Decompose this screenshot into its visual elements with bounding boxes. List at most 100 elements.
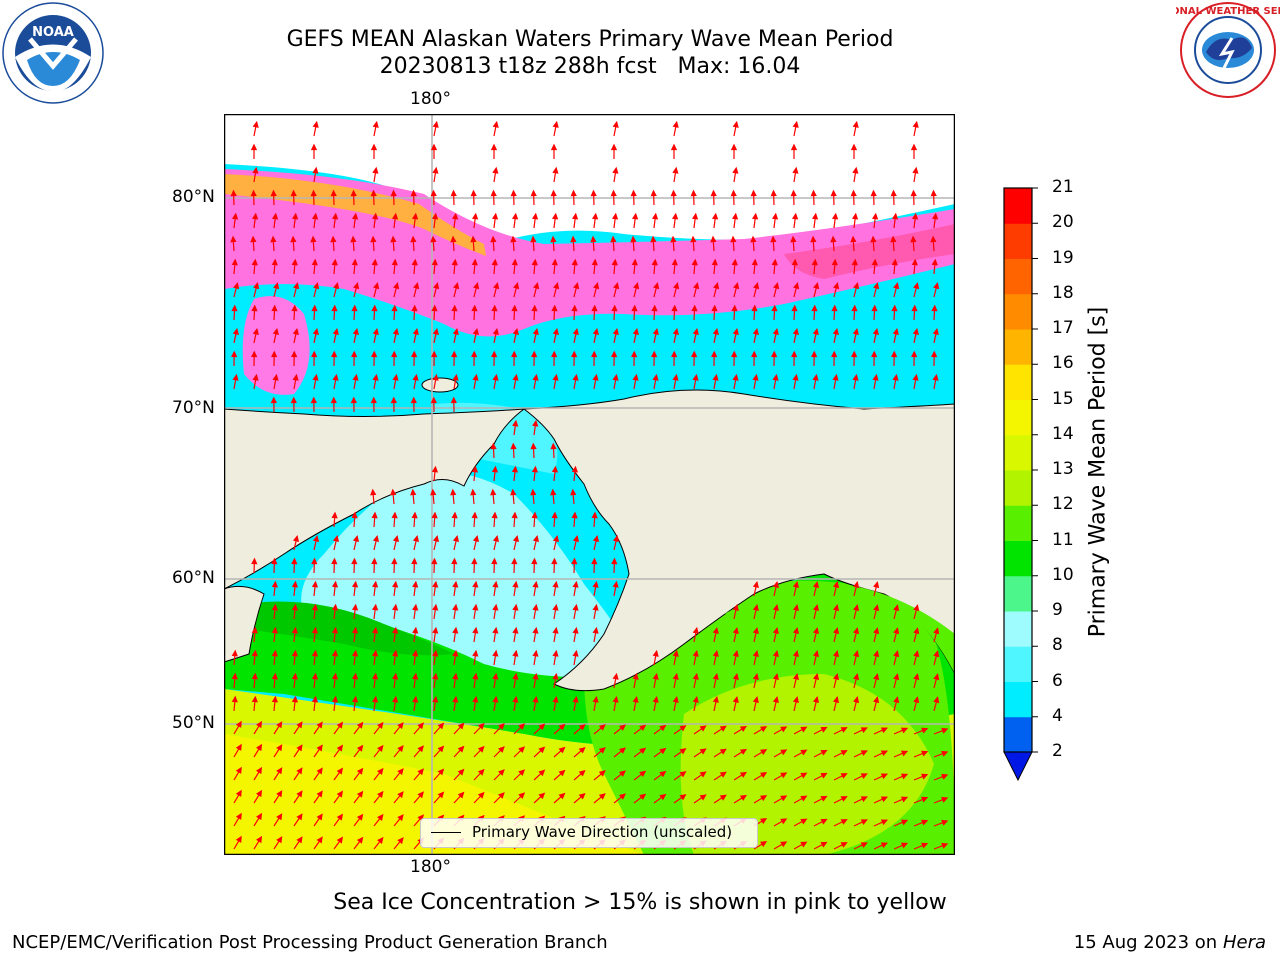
- wave-arrow-head: [553, 282, 560, 290]
- wave-arrow-head: [371, 350, 378, 358]
- wave-arrow-head: [450, 488, 457, 496]
- wave-arrow-head: [251, 212, 259, 220]
- wave-arrow-head: [351, 626, 359, 634]
- wave-arrow-head: [391, 511, 398, 519]
- wave-arrow-head: [941, 727, 949, 734]
- wave-arrow-head: [833, 604, 840, 612]
- wave-period-map: [224, 114, 955, 855]
- wave-arrow-head: [921, 796, 929, 803]
- wave-arrow-head: [900, 773, 909, 780]
- wave-arrow-head: [941, 773, 949, 780]
- wave-arrow-head: [430, 189, 437, 197]
- wave-arrow-head: [252, 166, 259, 174]
- wave-arrow-head: [391, 557, 398, 565]
- wave-arrow-head: [437, 722, 445, 730]
- wave-arrow-head: [900, 796, 909, 803]
- wave-arrow-head: [391, 350, 398, 358]
- wave-arrow-head: [457, 791, 465, 799]
- wave-arrow-head: [472, 649, 479, 657]
- kamchatka-land: [224, 585, 265, 663]
- wave-arrow-head: [890, 189, 897, 197]
- wave-arrow-head: [712, 695, 719, 703]
- wave-arrow-head: [371, 557, 378, 565]
- wave-arrow-head: [412, 373, 419, 381]
- wave-arrow-head: [331, 603, 339, 611]
- wave-arrow-head: [850, 235, 857, 243]
- wave-arrow-head: [932, 373, 939, 381]
- wave-arrow-head: [933, 673, 940, 681]
- wave-arrow-head: [632, 327, 639, 335]
- wave-arrow-head: [351, 580, 359, 588]
- wave-arrow-head: [550, 189, 557, 197]
- wave-arrow-head: [296, 790, 303, 798]
- wave-arrow-head: [471, 557, 478, 565]
- wave-arrow-head: [639, 747, 647, 755]
- wave-arrow-head: [276, 813, 283, 821]
- wave-arrow-head: [830, 235, 837, 243]
- wave-arrow-head: [492, 603, 499, 611]
- wave-arrow-head: [772, 580, 779, 588]
- wave-arrow-head: [437, 745, 445, 753]
- wave-arrow-head: [853, 581, 860, 589]
- wave-arrow-head: [498, 792, 505, 799]
- wave-arrow-head: [711, 350, 718, 358]
- wave-arrow-head: [292, 373, 299, 381]
- wave-arrow-head: [732, 166, 739, 174]
- wave-arrow-head: [432, 120, 439, 128]
- wave-arrow-head: [251, 626, 258, 634]
- wave-arrow-head: [531, 465, 539, 473]
- wave-arrow-head: [231, 258, 238, 266]
- wave-arrow-head: [672, 327, 679, 335]
- wave-arrow-head: [691, 212, 699, 220]
- wave-arrow-head: [532, 373, 539, 381]
- wave-arrow-head: [792, 696, 800, 704]
- wave-arrow-head: [512, 373, 519, 381]
- wave-arrow-head: [336, 813, 344, 821]
- wave-arrow-head: [492, 695, 499, 703]
- wave-arrow-head: [393, 282, 400, 290]
- wave-arrow-head: [291, 258, 298, 266]
- wave-arrow-head: [812, 373, 819, 381]
- wave-arrow-head: [820, 841, 828, 848]
- wave-arrow-head: [693, 282, 700, 290]
- wave-arrow-head: [851, 304, 858, 312]
- wave-arrow-head: [271, 626, 278, 634]
- wave-arrow-head: [552, 120, 559, 128]
- wave-arrow-head: [910, 235, 917, 243]
- wave-arrow-head: [792, 166, 799, 174]
- wave-arrow-head: [350, 396, 357, 404]
- wave-arrow-head: [291, 695, 299, 703]
- wave-arrow-head: [772, 373, 779, 381]
- wave-arrow-head: [572, 626, 579, 634]
- wave-arrow-head: [512, 535, 520, 543]
- wave-arrow-head: [370, 235, 377, 243]
- wave-arrow-head: [350, 235, 357, 243]
- wave-arrow-head: [351, 304, 358, 312]
- wave-arrow-head: [732, 649, 739, 657]
- wave-arrow-head: [291, 304, 298, 312]
- wave-arrow-head: [639, 793, 647, 801]
- wave-arrow-head: [673, 282, 680, 290]
- wave-arrow-head: [371, 695, 379, 703]
- wave-arrow-head: [451, 212, 459, 220]
- wave-arrow-head: [610, 189, 617, 197]
- colorbar-tick-label: 2: [1052, 741, 1063, 761]
- wave-arrow-head: [893, 604, 900, 612]
- wave-arrow-head: [350, 189, 357, 197]
- wave-arrow-head: [860, 750, 868, 756]
- wave-arrow-head: [572, 535, 580, 543]
- wave-arrow-head: [800, 772, 808, 779]
- wave-arrow-head: [530, 189, 537, 197]
- wave-arrow-head: [371, 672, 379, 680]
- wave-arrow-head: [612, 166, 619, 174]
- wave-arrow-head: [235, 812, 242, 820]
- wave-arrow-head: [593, 282, 600, 290]
- wave-arrow-head: [900, 819, 909, 826]
- wave-arrow-head: [512, 327, 519, 335]
- wave-arrow-head: [840, 819, 848, 825]
- wave-arrow-head: [311, 672, 319, 680]
- wave-arrow-head: [941, 796, 949, 803]
- wave-arrow-head: [612, 120, 619, 128]
- wave-arrow-head: [296, 721, 303, 729]
- wave-arrow-head: [290, 189, 297, 197]
